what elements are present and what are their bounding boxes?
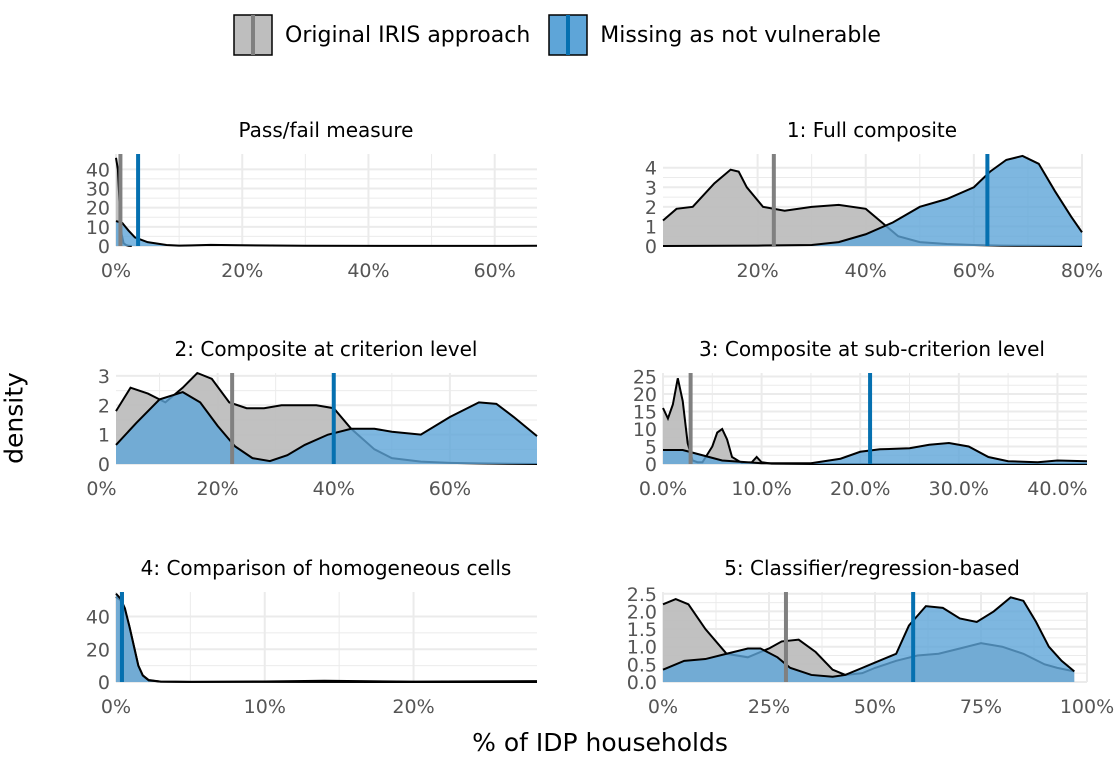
panel-title: 3: Composite at sub-criterion level — [699, 337, 1045, 361]
x-axis-label: % of IDP households — [472, 728, 728, 757]
y-tick-label: 1 — [645, 216, 657, 238]
density-area-missing — [663, 155, 1082, 246]
x-tick-label: 20% — [392, 696, 434, 718]
y-tick-label: 2 — [98, 395, 110, 417]
y-tick-label: 40 — [86, 159, 110, 181]
density-curve-missing — [115, 220, 538, 247]
density-curve-missing — [115, 592, 538, 683]
density-area-missing — [116, 392, 537, 464]
x-tick-label: 25% — [748, 696, 790, 718]
panel-4: 0% 10% 20% 0 20 40 4: Comparison of homogeneou… — [86, 556, 538, 718]
legend: Original IRIS approach Missing as not vu… — [0, 14, 1114, 56]
y-tick-label: 0 — [645, 236, 657, 258]
x-tick-label: 60% — [953, 260, 995, 282]
x-tick-label: 75% — [960, 696, 1002, 718]
legend-key-original — [233, 14, 273, 56]
panel-title: 1: Full composite — [787, 118, 957, 142]
y-tick-label: 0 — [98, 236, 110, 258]
density-area-missing — [116, 593, 537, 682]
legend-label-original: Original IRIS approach — [285, 22, 531, 48]
x-tick-label: 50% — [854, 696, 896, 718]
y-tick-label: 0.5 — [627, 654, 657, 676]
x-tick-label: 10% — [244, 696, 286, 718]
y-axis-label: density — [0, 372, 29, 464]
y-tick-label: 1.0 — [627, 637, 657, 659]
legend-item-original: Original IRIS approach — [233, 14, 530, 56]
x-tick-label: 60% — [429, 478, 471, 500]
x-tick-label: 20.0% — [830, 478, 890, 500]
y-tick-label: 20 — [86, 639, 110, 661]
x-tick-label: 0.0% — [639, 478, 687, 500]
y-tick-label: 3 — [645, 177, 657, 199]
legend-item-missing: Missing as not vulnerable — [548, 14, 881, 56]
x-tick-label: 40% — [347, 260, 389, 282]
x-tick-label: 0% — [648, 696, 678, 718]
y-tick-label: 10 — [86, 217, 110, 239]
y-tick-label: 40 — [86, 607, 110, 629]
x-tick-label: 60% — [474, 260, 516, 282]
y-tick-label: 10 — [633, 419, 657, 441]
density-curve-missing — [662, 596, 1075, 678]
x-tick-label: 30.0% — [929, 478, 989, 500]
y-tick-label: 1.5 — [627, 619, 657, 641]
x-tick-label: 20% — [197, 478, 239, 500]
y-tick-label: 0.0 — [627, 672, 657, 694]
x-tick-label: 40% — [313, 478, 355, 500]
panel-2: 0% 20% 40% 60% 0 1 2 3 2: Composite at criterion… — [86, 337, 538, 500]
y-tick-label: 0 — [98, 672, 110, 694]
density-area-missing — [663, 597, 1075, 682]
y-tick-label: 5 — [645, 437, 657, 459]
x-tick-label: 20% — [221, 260, 263, 282]
x-tick-label: 0% — [101, 260, 131, 282]
x-tick-label: 20% — [736, 260, 778, 282]
panel-title: 5: Classifier/regression-based — [724, 556, 1020, 580]
legend-label-missing: Missing as not vulnerable — [600, 22, 881, 48]
x-tick-label: 10.0% — [731, 478, 791, 500]
y-tick-label: 15 — [633, 402, 657, 424]
density-curve-original — [662, 378, 1087, 465]
density-curve-original — [115, 596, 538, 683]
y-tick-label: 2.0 — [627, 601, 657, 623]
x-tick-label: 80% — [1061, 260, 1103, 282]
y-tick-label: 0 — [98, 454, 110, 476]
panel-5: 0% 25% 50% 75% 100% 0.00.51.01.52.02.5 5: Clas… — [627, 556, 1114, 718]
y-tick-label: 0 — [645, 454, 657, 476]
panel-title: 4: Comparison of homogeneous cells — [141, 556, 512, 580]
y-tick-label: 20 — [633, 384, 657, 406]
y-tick-label: 30 — [86, 179, 110, 201]
y-tick-label: 2.5 — [627, 584, 657, 606]
density-curve-missing — [663, 441, 1088, 465]
y-tick-label: 25 — [633, 367, 657, 389]
density-area-missing — [663, 443, 1087, 464]
density-curve-missing — [662, 154, 1083, 247]
x-tick-label: 0% — [86, 478, 116, 500]
x-tick-label: 40% — [845, 260, 887, 282]
y-tick-label: 1 — [98, 425, 110, 447]
x-tick-label: 40.0% — [1027, 478, 1087, 500]
y-tick-label: 3 — [98, 366, 110, 388]
y-tick-label: 20 — [86, 198, 110, 220]
y-tick-label: 2 — [645, 197, 657, 219]
panel-title: 2: Composite at criterion level — [175, 337, 478, 361]
x-tick-label: 100% — [1060, 696, 1114, 718]
density-curve-missing — [115, 390, 538, 463]
panel-title: Pass/fail measure — [239, 118, 414, 142]
x-tick-label: 0% — [101, 696, 131, 718]
density-area-original — [116, 596, 537, 682]
legend-key-missing — [548, 14, 589, 56]
density-area-original — [663, 169, 1082, 246]
y-tick-label: 4 — [645, 158, 657, 180]
